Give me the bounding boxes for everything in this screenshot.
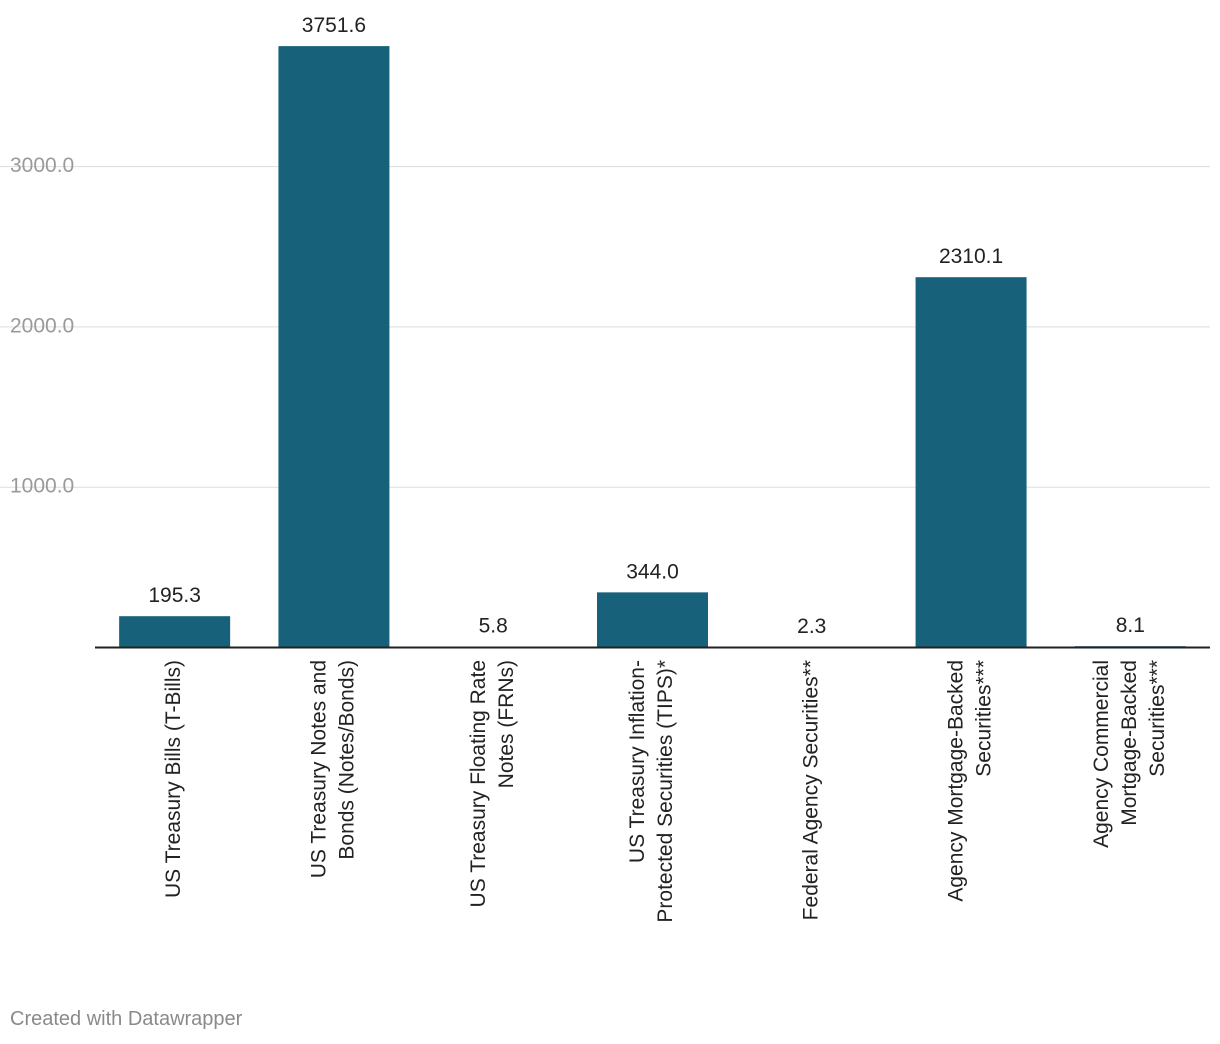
category-label: Agency Mortgage-Backed Securities*** <box>945 660 996 902</box>
category-label-line: US Treasury Inflation- <box>626 660 649 863</box>
category-label: Federal Agency Securities** <box>799 660 822 920</box>
x-axis: US Treasury Bills (T-Bills) US Treasury N… <box>95 646 1210 923</box>
value-label: 195.3 <box>148 584 201 607</box>
value-label: 8.1 <box>1116 614 1145 637</box>
value-label: 3751.6 <box>302 14 366 37</box>
y-tick-label: 2000.0 <box>10 314 74 337</box>
value-label: 344.0 <box>626 560 679 583</box>
bar-chart: 1000.0 2000.0 3000.0 195.3 3751.6 5.8 344.0 2.… <box>0 14 1210 923</box>
category-label-line: US Treasury Bills (T-Bills) <box>162 660 185 898</box>
y-tick-label: 3000.0 <box>10 154 74 177</box>
category-label-line: Bonds (Notes/Bonds) <box>335 660 358 860</box>
category-label-line: Protected Securities (TIPS)* <box>654 660 677 923</box>
category-label: US Treasury Notes and Bonds (Notes/Bonds) <box>307 660 358 878</box>
category-label-line: Mortgage-Backed <box>1118 660 1141 826</box>
category-label-line: Agency Commercial <box>1090 660 1113 848</box>
bar <box>119 616 231 648</box>
value-label: 5.8 <box>479 615 508 638</box>
y-tick-label: 1000.0 <box>10 475 74 498</box>
category-label-line: Securities*** <box>1146 660 1169 777</box>
category-label: US Treasury Floating Rate Notes (FRNs) <box>467 660 518 907</box>
value-labels-layer: 195.3 3751.6 5.8 344.0 2.3 2310.1 8.1 <box>148 14 1145 638</box>
category-label-line: US Treasury Notes and <box>307 660 330 878</box>
category-label-line: Agency Mortgage-Backed <box>945 660 968 902</box>
category-label: Agency Commercial Mortgage-Backed Securiti… <box>1090 660 1169 848</box>
datawrapper-credit: Created with Datawrapper <box>10 1008 243 1030</box>
chart-canvas: 1000.0 2000.0 3000.0 195.3 3751.6 5.8 344.0 2.… <box>0 14 1210 923</box>
bar <box>597 592 708 648</box>
grid-layer: 1000.0 2000.0 3000.0 <box>0 154 1210 498</box>
value-label: 2310.1 <box>939 245 1003 268</box>
value-label: 2.3 <box>797 615 826 638</box>
category-label-line: Notes (FRNs) <box>495 660 518 788</box>
category-label-line: US Treasury Floating Rate <box>467 660 490 907</box>
bar <box>915 277 1027 648</box>
category-label: US Treasury Inflation- Protected Securiti… <box>626 660 677 923</box>
bar <box>278 46 390 648</box>
category-label-line: Securities*** <box>973 660 996 777</box>
category-label-line: Federal Agency Securities** <box>799 660 822 920</box>
category-label: US Treasury Bills (T-Bills) <box>162 660 185 898</box>
bars-layer <box>119 46 1186 648</box>
